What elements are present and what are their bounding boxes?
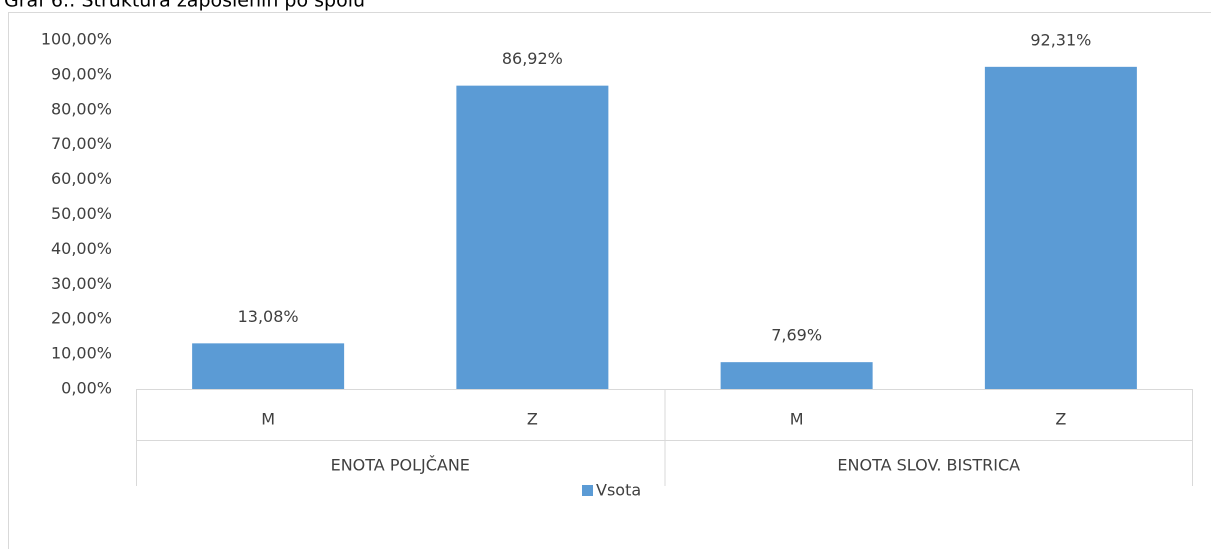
data-label: 92,31% xyxy=(1030,30,1091,49)
y-tick-label: 90,00% xyxy=(51,64,112,83)
x-tick-label: M xyxy=(261,410,275,429)
y-tick-label: 10,00% xyxy=(51,344,112,363)
y-tick-label: 20,00% xyxy=(51,309,112,328)
data-label: 13,08% xyxy=(238,307,299,326)
data-label: 7,69% xyxy=(771,326,822,345)
legend-swatch xyxy=(582,485,593,496)
y-tick-label: 0,00% xyxy=(61,379,112,398)
group-label: ENOTA POLJČANE xyxy=(331,456,470,475)
y-tick-label: 100,00% xyxy=(41,30,112,49)
bar xyxy=(720,362,873,389)
y-tick-label: 50,00% xyxy=(51,204,112,223)
group-label: ENOTA SLOV. BISTRICA xyxy=(837,456,1020,475)
chart-title: Graf 6.: Struktura zaposlenih po spolu xyxy=(4,0,365,12)
x-tick-label: M xyxy=(790,410,804,429)
y-tick-label: 40,00% xyxy=(51,239,112,258)
data-label: 86,92% xyxy=(502,49,563,68)
y-tick-label: 80,00% xyxy=(51,99,112,118)
chart-frame xyxy=(8,12,1211,549)
bar xyxy=(456,85,609,389)
legend-label: Vsota xyxy=(596,481,641,500)
y-tick-label: 60,00% xyxy=(51,169,112,188)
y-tick-label: 70,00% xyxy=(51,134,112,153)
y-tick-label: 30,00% xyxy=(51,274,112,293)
x-tick-label: Z xyxy=(1055,410,1066,429)
x-tick-label: Z xyxy=(527,410,538,429)
bar xyxy=(192,343,345,389)
bar xyxy=(984,66,1137,389)
